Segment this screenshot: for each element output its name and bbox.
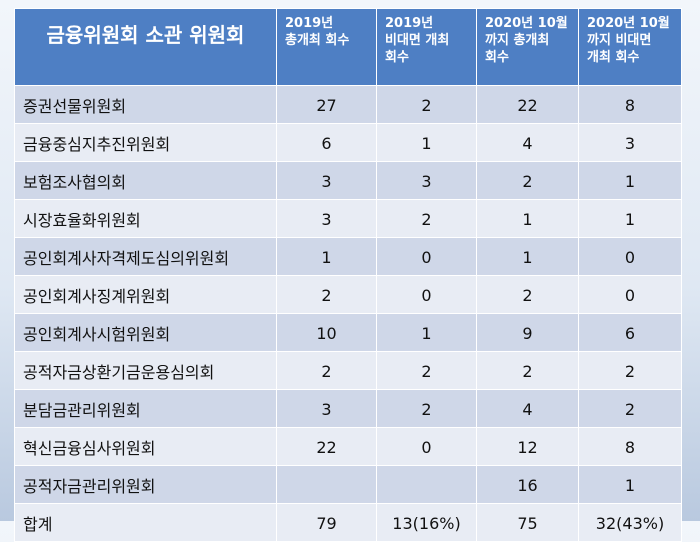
committee-name: 공인회계사자격제도심의위원회: [14, 237, 277, 276]
value-2020-remote: 1: [578, 199, 682, 238]
value-2020-remote: 3: [578, 123, 682, 162]
table-row: 혁신금융심사위원회 22 0 12 8: [14, 427, 682, 466]
value-2020-total: 22: [476, 85, 579, 124]
table-row: 시장효율화위원회 3 2 1 1: [14, 199, 682, 238]
value-2019-remote: 3: [376, 161, 477, 200]
value-2019-remote: 2: [376, 389, 477, 428]
value-2019-remote: 0: [376, 237, 477, 276]
committee-name: 증권선물위원회: [14, 85, 277, 124]
value-2019-total: 22: [276, 427, 377, 466]
column-header-2019-total: 2019년 총개최 회수: [276, 8, 377, 86]
table-row: 공인회계사시험위원회 10 1 9 6: [14, 313, 682, 352]
value-2020-remote: 6: [578, 313, 682, 352]
table-row: 금융중심지추진위원회 6 1 4 3: [14, 123, 682, 162]
value-2019-total: 3: [276, 161, 377, 200]
value-2019-remote: [376, 465, 477, 504]
slide: 금융위원회 소관 위원회 2019년 총개최 회수 2019년 비대면 개최 회…: [14, 8, 682, 542]
value-2019-total: 1: [276, 237, 377, 276]
table-row: 공인회계사자격제도심의위원회 1 0 1 0: [14, 237, 682, 276]
committee-name: 분담금관리위원회: [14, 389, 277, 428]
value-2019-remote: 0: [376, 427, 477, 466]
value-2019-remote: 1: [376, 313, 477, 352]
value-2019-remote: 2: [376, 85, 477, 124]
header-row: 금융위원회 소관 위원회 2019년 총개최 회수 2019년 비대면 개최 회…: [14, 8, 682, 86]
value-2020-total: 75: [476, 503, 579, 542]
value-2020-remote: 8: [578, 85, 682, 124]
value-2020-remote: 32(43%): [578, 503, 682, 542]
table-body: 증권선물위원회 27 2 22 8 금융중심지추진위원회 6 1 4 3 보험조사협의회 3 3 2 1 시장…: [14, 85, 682, 542]
value-2019-remote: 1: [376, 123, 477, 162]
column-header-2020-total: 2020년 10월 까지 총개최 회수: [476, 8, 579, 86]
committee-name: 시장효율화위원회: [14, 199, 277, 238]
value-2020-total: 12: [476, 427, 579, 466]
committee-name: 합계: [14, 503, 277, 542]
value-2020-remote: 1: [578, 465, 682, 504]
column-header-2019-remote: 2019년 비대면 개최 회수: [376, 8, 477, 86]
value-2019-remote: 2: [376, 199, 477, 238]
value-2020-remote: 8: [578, 427, 682, 466]
committee-name: 보험조사협의회: [14, 161, 277, 200]
table-header: 금융위원회 소관 위원회 2019년 총개최 회수 2019년 비대면 개최 회…: [14, 8, 682, 86]
table-row: 공적자금상환기금운용심의회 2 2 2 2: [14, 351, 682, 390]
value-2019-total: 27: [276, 85, 377, 124]
value-2019-total: 3: [276, 199, 377, 238]
value-2020-total: 2: [476, 275, 579, 314]
value-2019-total: 6: [276, 123, 377, 162]
table-row: 분담금관리위원회 3 2 4 2: [14, 389, 682, 428]
value-2020-total: 4: [476, 123, 579, 162]
value-2019-total: 79: [276, 503, 377, 542]
value-2020-total: 9: [476, 313, 579, 352]
committee-meetings-table: 금융위원회 소관 위원회 2019년 총개최 회수 2019년 비대면 개최 회…: [14, 8, 682, 542]
value-2019-remote: 0: [376, 275, 477, 314]
table-row: 공인회계사징계위원회 2 0 2 0: [14, 275, 682, 314]
value-2019-total: 2: [276, 351, 377, 390]
value-2019-total: [276, 465, 377, 504]
value-2019-remote: 2: [376, 351, 477, 390]
value-2020-total: 2: [476, 351, 579, 390]
table-row: 증권선물위원회 27 2 22 8: [14, 85, 682, 124]
total-row: 합계 79 13(16%) 75 32(43%): [14, 503, 682, 542]
value-2020-remote: 0: [578, 237, 682, 276]
value-2020-remote: 2: [578, 389, 682, 428]
table-row: 보험조사협의회 3 3 2 1: [14, 161, 682, 200]
value-2020-remote: 0: [578, 275, 682, 314]
value-2019-total: 3: [276, 389, 377, 428]
value-2020-total: 1: [476, 199, 579, 238]
value-2020-total: 16: [476, 465, 579, 504]
value-2019-total: 2: [276, 275, 377, 314]
value-2020-total: 1: [476, 237, 579, 276]
value-2020-remote: 1: [578, 161, 682, 200]
committee-name: 공인회계사시험위원회: [14, 313, 277, 352]
value-2020-total: 2: [476, 161, 579, 200]
column-header-2020-remote: 2020년 10월 까지 비대면 개최 회수: [578, 8, 682, 86]
committee-name: 공적자금관리위원회: [14, 465, 277, 504]
committee-name: 혁신금융심사위원회: [14, 427, 277, 466]
committee-name: 금융중심지추진위원회: [14, 123, 277, 162]
value-2020-total: 4: [476, 389, 579, 428]
value-2019-total: 10: [276, 313, 377, 352]
table-title: 금융위원회 소관 위원회: [14, 8, 277, 86]
table-row: 공적자금관리위원회 16 1: [14, 465, 682, 504]
committee-name: 공인회계사징계위원회: [14, 275, 277, 314]
value-2019-remote: 13(16%): [376, 503, 477, 542]
committee-name: 공적자금상환기금운용심의회: [14, 351, 277, 390]
value-2020-remote: 2: [578, 351, 682, 390]
